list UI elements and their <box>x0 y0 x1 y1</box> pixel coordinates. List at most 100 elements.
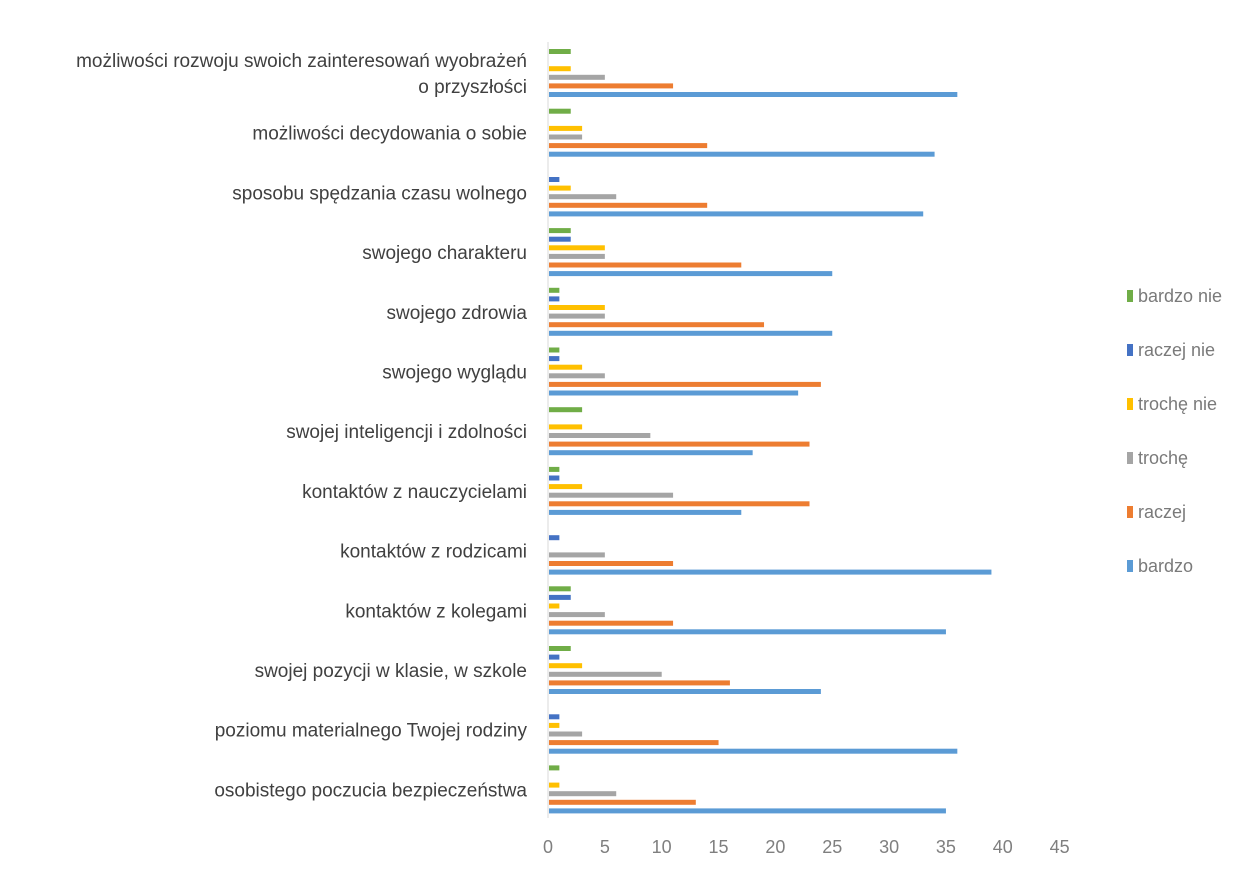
category-label: o przyszłości <box>418 77 527 98</box>
bar-raczej <box>549 202 708 208</box>
x-tick-label: 5 <box>600 837 610 857</box>
bar-bardzo <box>549 509 742 515</box>
x-tick-label: 40 <box>993 837 1013 857</box>
bar-bardzo-nie <box>549 646 571 651</box>
bar-bardzo <box>549 390 799 396</box>
bar-bardzo-nie <box>549 586 571 592</box>
bar-raczej-nie <box>549 236 571 242</box>
category-label: swojego zdrowia <box>387 303 528 324</box>
bar-raczej <box>549 143 708 149</box>
bar-raczej-nie <box>549 475 560 481</box>
bar-raczej <box>549 799 696 805</box>
bar-trochę <box>549 612 605 618</box>
bar-raczej <box>549 441 810 447</box>
bar-trochę-nie <box>549 484 583 490</box>
bar-trochę <box>549 313 605 319</box>
bar-raczej <box>549 561 674 566</box>
bar-raczej <box>549 262 742 268</box>
bar-raczej-nie <box>549 594 571 600</box>
bar-bardzo <box>549 808 946 814</box>
category-label: poziomu materialnego Twojej rodziny <box>215 721 528 742</box>
bar-raczej <box>549 680 730 686</box>
bar-bardzo <box>549 569 992 575</box>
bar-raczej-nie <box>549 296 560 302</box>
category-label: kontaktów z rodzicami <box>340 542 527 563</box>
bar-trochę-nie <box>549 245 605 251</box>
legend-label: raczej <box>1138 502 1186 522</box>
bar-raczej <box>549 322 765 328</box>
legend-label: trochę nie <box>1138 394 1217 414</box>
x-tick-label: 35 <box>936 837 956 857</box>
bar-trochę <box>549 253 605 259</box>
bar-raczej <box>549 501 810 507</box>
bar-bardzo <box>549 271 833 277</box>
bar-trochę-nie <box>549 782 560 788</box>
bar-trochę <box>549 731 583 737</box>
bar-trochę <box>549 433 651 438</box>
bar-bardzo-nie <box>549 347 560 353</box>
x-tick-label: 0 <box>543 837 553 857</box>
bar-bardzo <box>549 211 924 217</box>
legend-swatch <box>1127 560 1133 572</box>
bar-raczej <box>549 620 674 626</box>
bar-trochę-nie <box>549 603 560 609</box>
bar-trochę-nie <box>549 66 571 72</box>
bar-trochę <box>549 791 617 797</box>
legend-swatch <box>1127 452 1133 464</box>
bars-layer <box>549 49 992 814</box>
bar-bardzo <box>549 629 946 635</box>
bar-raczej <box>549 83 674 89</box>
legend: bardzo nie raczej nie trochę nie trochę racz… <box>1127 286 1222 576</box>
bar-trochę <box>549 74 605 80</box>
bar-bardzo-nie <box>549 287 560 293</box>
bar-bardzo <box>549 748 958 754</box>
x-axis-ticks: 0 5 10 15 20 25 30 35 40 45 <box>543 837 1070 857</box>
bar-bardzo-nie <box>549 49 571 54</box>
category-label: możliwości decydowania o sobie <box>252 124 527 145</box>
bar-trochę-nie <box>549 722 560 728</box>
legend-swatch <box>1127 290 1133 302</box>
x-tick-label: 25 <box>822 837 842 857</box>
bar-raczej-nie <box>549 714 560 720</box>
bar-trochę-nie <box>549 125 583 131</box>
bar-raczej <box>549 381 821 387</box>
bar-trochę <box>549 134 583 140</box>
legend-label: raczej nie <box>1138 340 1215 360</box>
category-label: swojej pozycji w klasie, w szkole <box>255 661 527 682</box>
bar-trochę-nie <box>549 364 583 370</box>
bar-bardzo-nie <box>549 228 571 234</box>
legend-swatch <box>1127 344 1133 356</box>
legend-swatch <box>1127 506 1133 518</box>
x-tick-label: 20 <box>765 837 785 857</box>
bar-raczej-nie <box>549 535 560 541</box>
bar-bardzo-nie <box>549 466 560 472</box>
category-label: sposobu spędzania czasu wolnego <box>232 183 527 204</box>
bar-trochę <box>549 552 605 558</box>
category-label: swojej inteligencji i zdolności <box>286 422 527 443</box>
x-tick-label: 10 <box>652 837 672 857</box>
category-label: osobistego poczucia bezpieczeństwa <box>214 780 527 801</box>
category-label: kontaktów z kolegami <box>345 601 527 622</box>
bar-bardzo-nie <box>549 765 560 771</box>
bar-bardzo-nie <box>549 407 583 413</box>
bar-bardzo <box>549 92 958 97</box>
legend-swatch <box>1127 398 1133 410</box>
bar-trochę-nie <box>549 185 571 191</box>
bar-raczej <box>549 740 719 746</box>
bar-trochę <box>549 671 662 677</box>
bar-bardzo <box>549 151 935 157</box>
bar-bardzo <box>549 689 821 694</box>
bar-trochę-nie <box>549 424 583 430</box>
bar-raczej-nie <box>549 356 560 362</box>
bar-trochę-nie <box>549 663 583 669</box>
legend-label: trochę <box>1138 448 1188 468</box>
x-tick-label: 45 <box>1050 837 1070 857</box>
category-label: swojego charakteru <box>362 243 527 264</box>
bar-trochę-nie <box>549 305 605 310</box>
legend-label: bardzo <box>1138 556 1193 576</box>
bar-trochę <box>549 492 674 498</box>
category-label: kontaktów z nauczycielami <box>302 482 527 503</box>
bar-bardzo <box>549 450 753 456</box>
